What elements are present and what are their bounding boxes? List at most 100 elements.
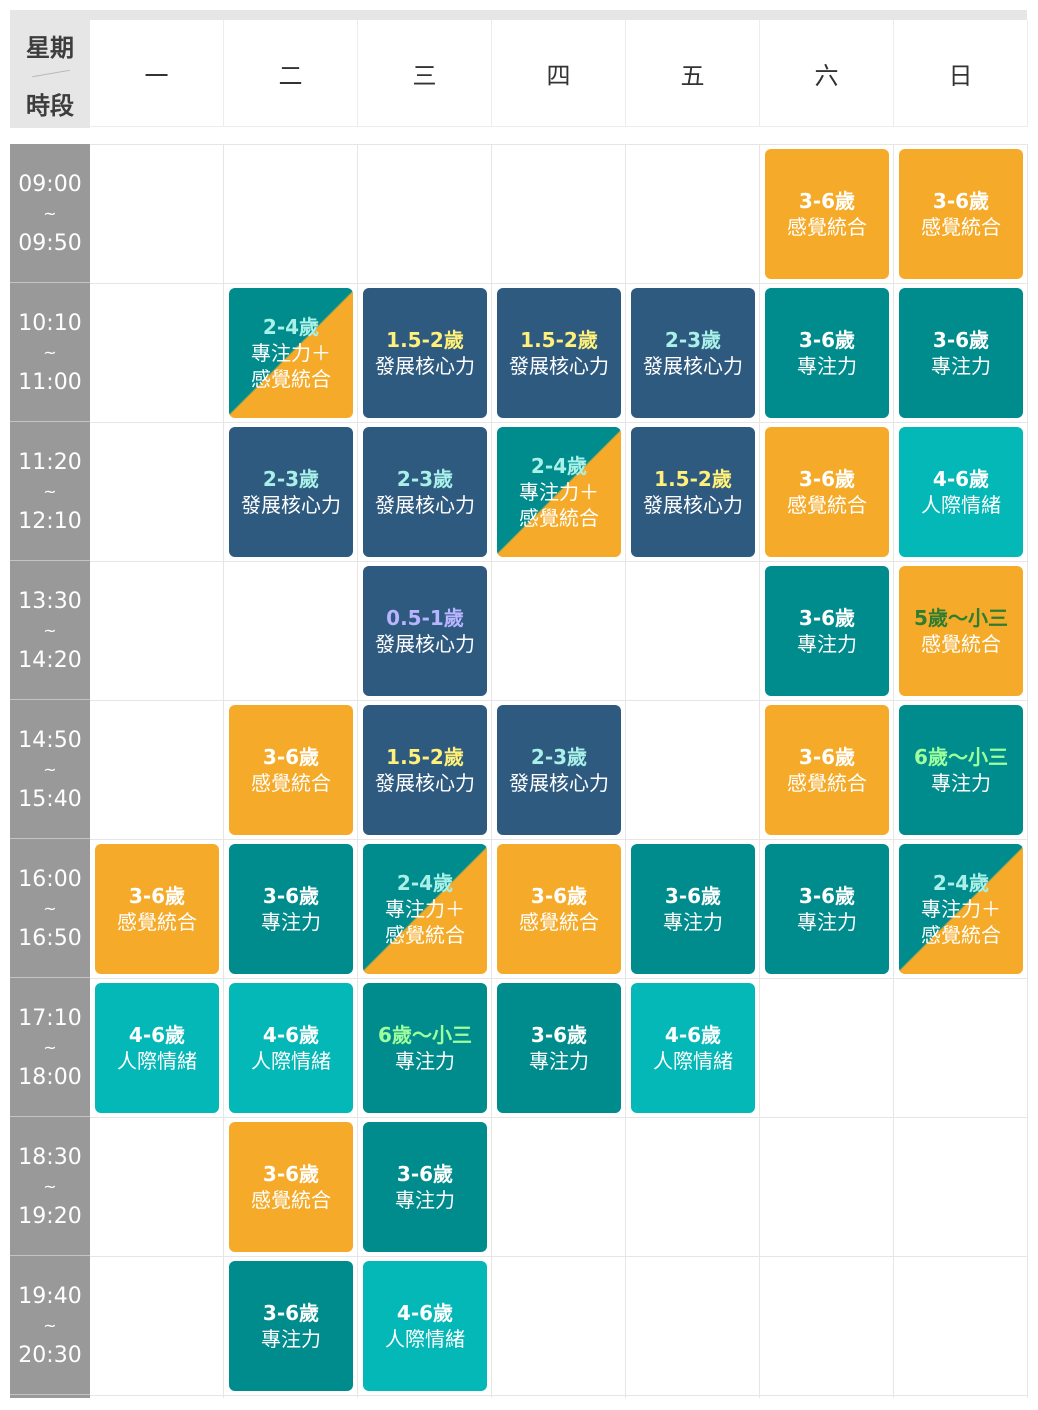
class-card[interactable]: 3-6歲 感覺統合 [229,1122,353,1252]
class-name: 感覺統合 [251,1188,331,1212]
grid-row-divider [90,978,1027,979]
class-card[interactable]: 3-6歲 專注力 [631,844,755,974]
class-age-range: 3-6歲 [798,745,856,769]
grid-row-divider [90,144,1027,145]
grid-row-divider [90,283,1027,284]
time-slot: 11:20 ~12:10 [10,422,90,561]
time-column: 09:00 ~09:50 10:10 ~11:00 11:20 ~12:10 13:30 ~1… [10,144,90,1398]
class-name: 感覺統合 [251,771,331,795]
class-card[interactable]: 3-6歲 專注力 [229,1261,353,1391]
class-card[interactable]: 2-4歲 專注力＋ 感覺統合 [229,288,353,418]
class-name: 發展核心力 [375,632,475,656]
class-card[interactable]: 2-3歲 發展核心力 [229,427,353,557]
class-card[interactable]: 3-6歲 專注力 [363,1122,487,1252]
class-card[interactable]: 3-6歲 感覺統合 [229,705,353,835]
class-age-range: 2-4歲 [396,871,454,895]
class-name: 專注力 [797,632,857,656]
class-card[interactable]: 2-4歲 專注力＋ 感覺統合 [497,427,621,557]
class-card[interactable]: 4-6歲 人際情緒 [363,1261,487,1391]
class-card[interactable]: 3-6歲 專注力 [765,288,889,418]
class-name: 專注力 [395,1049,455,1073]
class-age-range: 2-4歲 [530,454,588,478]
grid-column-divider [357,144,358,1398]
time-slot: 18:30 ~19:20 [10,1117,90,1256]
time-slot-start: 16:00 [18,867,82,892]
class-age-range: 4-6歲 [262,1023,320,1047]
class-age-range: 3-6歲 [262,1301,320,1325]
class-name: 感覺統合 [787,771,867,795]
class-card[interactable]: 4-6歲 人際情緒 [95,983,219,1113]
class-card[interactable]: 3-6歲 感覺統合 [765,149,889,279]
class-age-range: 4-6歲 [664,1023,722,1047]
time-slot-sep: ~ [43,343,57,362]
class-card[interactable]: 3-6歲 專注力 [899,288,1023,418]
class-name: 專注力 [529,1049,589,1073]
time-slot-end: 18:00 [18,1065,82,1090]
class-card[interactable]: 6歲～小三 專注力 [899,705,1023,835]
grid-column-divider [223,144,224,1398]
time-slot: 10:10 ~11:00 [10,283,90,422]
time-slot-end: 20:30 [18,1343,82,1368]
class-age-range: 2-4歲 [932,871,990,895]
class-card[interactable]: 2-3歲 發展核心力 [631,288,755,418]
time-slot-sep: ~ [43,482,57,501]
class-card[interactable]: 3-6歲 專注力 [765,566,889,696]
class-age-range: 3-6歲 [396,1162,454,1186]
class-name: 感覺統合 [787,493,867,517]
class-card[interactable]: 4-6歲 人際情緒 [631,983,755,1113]
time-slot: 17:10 ~18:00 [10,978,90,1117]
day-header-wed: 三 [358,20,492,127]
class-name: 人際情緒 [117,1049,197,1073]
class-name: 專注力 [931,771,991,795]
class-card[interactable]: 2-4歲 專注力＋ 感覺統合 [899,844,1023,974]
time-slot-end: 11:00 [18,370,82,395]
class-card[interactable]: 1.5-2歲 發展核心力 [631,427,755,557]
class-card[interactable]: 3-6歲 專注力 [229,844,353,974]
time-slot-end: 16:50 [18,926,82,951]
class-card[interactable]: 1.5-2歲 發展核心力 [363,288,487,418]
time-slot-start: 11:20 [18,450,82,475]
time-slot-end: 19:20 [18,1204,82,1229]
grid-row-divider [90,422,1027,423]
class-age-range: 3-6歲 [798,467,856,491]
grid-row-divider [90,1117,1027,1118]
class-card[interactable]: 3-6歲 專注力 [497,983,621,1113]
class-age-range: 3-6歲 [932,328,990,352]
class-card[interactable]: 3-6歲 感覺統合 [95,844,219,974]
class-name: 專注力 [261,1327,321,1351]
class-name: 發展核心力 [509,354,609,378]
class-card[interactable]: 6歲～小三 專注力 [363,983,487,1113]
class-card[interactable]: 3-6歲 感覺統合 [497,844,621,974]
corner-divider [32,69,70,78]
class-name: 人際情緒 [921,493,1001,517]
class-age-range: 1.5-2歲 [654,467,732,491]
class-card[interactable]: 3-6歲 感覺統合 [765,427,889,557]
time-slot-sep: ~ [43,204,57,223]
time-slot-sep: ~ [43,899,57,918]
class-card[interactable]: 3-6歲 感覺統合 [899,149,1023,279]
class-age-range: 3-6歲 [932,189,990,213]
class-name: 發展核心力 [375,354,475,378]
class-age-range: 3-6歲 [798,189,856,213]
class-card[interactable]: 0.5-1歲 發展核心力 [363,566,487,696]
day-header-tue: 二 [224,20,358,127]
time-slot-start: 17:10 [18,1006,82,1031]
class-age-range: 2-3歲 [530,745,588,769]
class-card[interactable]: 2-4歲 專注力＋ 感覺統合 [363,844,487,974]
class-card[interactable]: 3-6歲 感覺統合 [765,705,889,835]
class-name: 感覺統合 [787,215,867,239]
class-card[interactable]: 1.5-2歲 發展核心力 [497,288,621,418]
class-name: 感覺統合 [519,910,599,934]
class-card[interactable]: 4-6歲 人際情緒 [899,427,1023,557]
class-card[interactable]: 5歲～小三 感覺統合 [899,566,1023,696]
class-card[interactable]: 4-6歲 人際情緒 [229,983,353,1113]
class-age-range: 3-6歲 [262,1162,320,1186]
class-card[interactable]: 3-6歲 專注力 [765,844,889,974]
day-header-sun: 日 [894,20,1028,127]
class-card[interactable]: 2-3歲 發展核心力 [497,705,621,835]
class-age-range: 4-6歲 [932,467,990,491]
class-card[interactable]: 2-3歲 發展核心力 [363,427,487,557]
time-slot: 19:40 ~20:30 [10,1256,90,1395]
class-card[interactable]: 1.5-2歲 發展核心力 [363,705,487,835]
class-name: 專注力 [797,354,857,378]
